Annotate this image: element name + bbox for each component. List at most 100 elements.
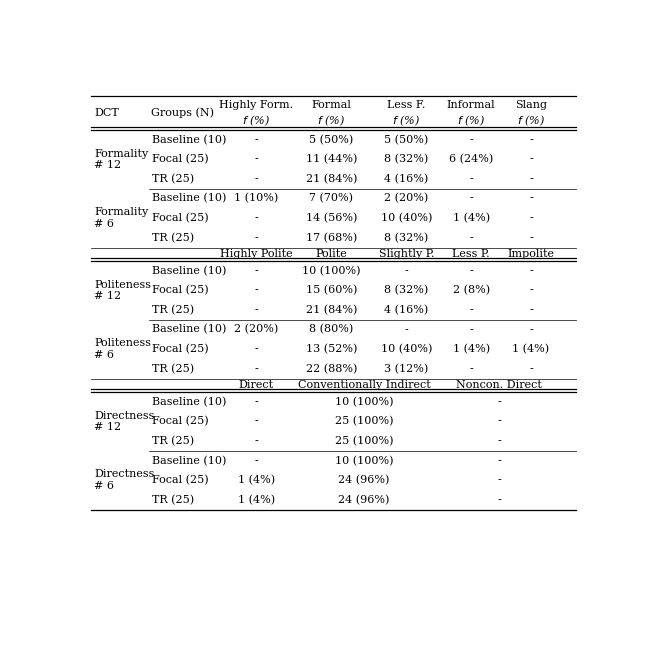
Text: Highly Form.: Highly Form. xyxy=(219,100,294,111)
Text: 22 (88%): 22 (88%) xyxy=(306,364,357,374)
Text: -: - xyxy=(255,344,258,354)
Text: Directness
# 6: Directness # 6 xyxy=(94,470,154,491)
Text: $f$ (%): $f$ (%) xyxy=(457,113,485,128)
Text: Formality
# 6: Formality # 6 xyxy=(94,207,148,229)
Text: 24 (96%): 24 (96%) xyxy=(339,494,390,505)
Text: $f$ (%): $f$ (%) xyxy=(242,113,270,128)
Text: Slang: Slang xyxy=(515,100,547,111)
Text: 1 (10%): 1 (10%) xyxy=(234,194,279,204)
Text: Baseline (10): Baseline (10) xyxy=(152,456,227,466)
Text: $f$ (%): $f$ (%) xyxy=(517,113,545,128)
Text: DCT: DCT xyxy=(94,108,118,118)
Text: 1 (4%): 1 (4%) xyxy=(512,344,549,354)
Text: -: - xyxy=(497,436,501,446)
Text: $f$ (%): $f$ (%) xyxy=(393,113,421,128)
Text: 4 (16%): 4 (16%) xyxy=(384,174,428,184)
Text: TR (25): TR (25) xyxy=(152,364,194,374)
Text: Highly Polite: Highly Polite xyxy=(220,249,293,259)
Text: Baseline (10): Baseline (10) xyxy=(152,194,227,204)
Text: -: - xyxy=(529,266,533,276)
Text: 1 (4%): 1 (4%) xyxy=(452,344,490,354)
Text: 21 (84%): 21 (84%) xyxy=(306,305,357,315)
Text: -: - xyxy=(469,364,473,374)
Text: -: - xyxy=(529,135,533,145)
Text: -: - xyxy=(497,475,501,485)
Text: Polite: Polite xyxy=(316,249,348,259)
Text: -: - xyxy=(497,417,501,426)
Text: Slightly P.: Slightly P. xyxy=(379,249,434,259)
Text: Baseline (10): Baseline (10) xyxy=(152,324,227,335)
Text: TR (25): TR (25) xyxy=(152,232,194,243)
Text: 2 (20%): 2 (20%) xyxy=(384,194,428,204)
Text: -: - xyxy=(255,364,258,374)
Text: -: - xyxy=(255,305,258,315)
Text: 4 (16%): 4 (16%) xyxy=(384,305,428,315)
Text: Impolite: Impolite xyxy=(508,249,555,259)
Text: 2 (8%): 2 (8%) xyxy=(452,285,490,295)
Text: Politeness
# 12: Politeness # 12 xyxy=(94,279,151,302)
Text: -: - xyxy=(255,417,258,426)
Text: TR (25): TR (25) xyxy=(152,305,194,315)
Text: 1 (4%): 1 (4%) xyxy=(238,475,275,485)
Text: 7 (70%): 7 (70%) xyxy=(309,194,353,204)
Text: -: - xyxy=(405,324,408,334)
Text: -: - xyxy=(529,154,533,164)
Text: Formality
# 12: Formality # 12 xyxy=(94,149,148,170)
Text: 10 (100%): 10 (100%) xyxy=(335,456,393,466)
Text: TR (25): TR (25) xyxy=(152,494,194,505)
Text: -: - xyxy=(529,364,533,374)
Text: -: - xyxy=(529,194,533,204)
Text: 17 (68%): 17 (68%) xyxy=(306,232,357,243)
Text: $f$ (%): $f$ (%) xyxy=(317,113,346,128)
Text: Direct: Direct xyxy=(239,381,274,391)
Text: Baseline (10): Baseline (10) xyxy=(152,265,227,276)
Text: 10 (100%): 10 (100%) xyxy=(335,397,393,407)
Text: -: - xyxy=(469,174,473,184)
Text: 2 (20%): 2 (20%) xyxy=(234,324,279,335)
Text: Focal (25): Focal (25) xyxy=(152,475,209,485)
Text: 13 (52%): 13 (52%) xyxy=(306,344,357,354)
Text: -: - xyxy=(497,495,501,505)
Text: Less P.: Less P. xyxy=(452,249,490,259)
Text: 8 (32%): 8 (32%) xyxy=(384,232,428,243)
Text: 11 (44%): 11 (44%) xyxy=(306,154,357,165)
Text: -: - xyxy=(529,174,533,184)
Text: 1 (4%): 1 (4%) xyxy=(452,213,490,223)
Text: -: - xyxy=(255,232,258,243)
Text: -: - xyxy=(255,154,258,164)
Text: 6 (24%): 6 (24%) xyxy=(449,154,493,165)
Text: Noncon. Direct: Noncon. Direct xyxy=(456,381,542,391)
Text: -: - xyxy=(255,397,258,407)
Text: -: - xyxy=(529,324,533,334)
Text: -: - xyxy=(255,174,258,184)
Text: 25 (100%): 25 (100%) xyxy=(335,436,393,446)
Text: -: - xyxy=(405,266,408,276)
Text: Directness
# 12: Directness # 12 xyxy=(94,411,154,432)
Text: 10 (100%): 10 (100%) xyxy=(302,265,361,276)
Text: -: - xyxy=(497,397,501,407)
Text: -: - xyxy=(255,456,258,466)
Text: Conventionally Indirect: Conventionally Indirect xyxy=(298,381,430,391)
Text: 21 (84%): 21 (84%) xyxy=(306,174,357,184)
Text: 8 (32%): 8 (32%) xyxy=(384,154,428,165)
Text: Groups (N): Groups (N) xyxy=(151,108,214,118)
Text: -: - xyxy=(529,285,533,295)
Text: Baseline (10): Baseline (10) xyxy=(152,135,227,145)
Text: -: - xyxy=(469,324,473,334)
Text: 24 (96%): 24 (96%) xyxy=(339,475,390,485)
Text: 10 (40%): 10 (40%) xyxy=(381,213,432,223)
Text: -: - xyxy=(529,305,533,315)
Text: -: - xyxy=(529,213,533,223)
Text: Focal (25): Focal (25) xyxy=(152,213,209,223)
Text: 3 (12%): 3 (12%) xyxy=(384,364,428,374)
Text: 5 (50%): 5 (50%) xyxy=(384,135,428,145)
Text: -: - xyxy=(469,135,473,145)
Text: -: - xyxy=(255,436,258,446)
Text: 25 (100%): 25 (100%) xyxy=(335,416,393,427)
Text: -: - xyxy=(255,213,258,223)
Text: Less F.: Less F. xyxy=(387,100,426,111)
Text: 15 (60%): 15 (60%) xyxy=(306,285,357,295)
Text: Focal (25): Focal (25) xyxy=(152,416,209,427)
Text: Focal (25): Focal (25) xyxy=(152,285,209,295)
Text: -: - xyxy=(529,232,533,243)
